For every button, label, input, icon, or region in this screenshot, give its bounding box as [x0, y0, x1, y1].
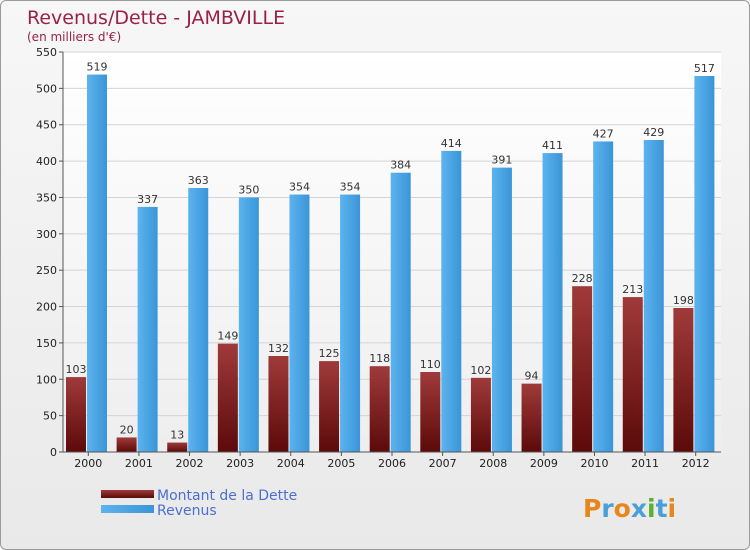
logo-letter: o	[614, 494, 631, 523]
revenus-bar-value-label: 350	[238, 183, 259, 196]
debt-bar	[369, 366, 390, 452]
debt-bar-value-label: 132	[268, 342, 289, 355]
y-tick-label: 400	[36, 155, 57, 168]
revenus-bar	[491, 167, 512, 453]
x-tick-label: 2011	[631, 457, 659, 470]
debt-bar-value-label: 103	[66, 363, 87, 376]
x-tick-label: 2007	[429, 457, 457, 470]
x-tick-label: 2010	[580, 457, 608, 470]
x-tick-label: 2012	[682, 457, 710, 470]
revenus-bar	[643, 140, 664, 452]
x-tick-label: 2001	[125, 457, 153, 470]
revenus-bar-value-label: 384	[390, 159, 411, 172]
debt-bar-value-label: 102	[470, 364, 491, 377]
revenus-bar	[238, 197, 259, 452]
debt-bar-value-label: 149	[217, 330, 238, 343]
logo-letter: r	[601, 494, 614, 523]
debt-bar	[470, 377, 491, 452]
logo-letter: i	[668, 494, 677, 523]
revenus-bar	[694, 76, 715, 452]
y-tick-label: 350	[36, 191, 57, 204]
debt-bar-value-label: 198	[673, 294, 694, 307]
debt-bar-value-label: 94	[525, 370, 539, 383]
revenus-bar	[390, 172, 411, 452]
y-tick-label: 200	[36, 301, 57, 314]
proxiti-logo: Proxiti	[583, 494, 676, 523]
debt-bar	[268, 356, 289, 452]
revenus-bar	[593, 141, 614, 453]
axes: 0 50 100 150 200 250 300 350 400 450 500 550 2000 200…	[36, 46, 721, 470]
x-tick-label: 2008	[479, 457, 507, 470]
debt-bar	[521, 383, 542, 452]
debt-bar-value-label: 110	[420, 358, 441, 371]
y-tick-label: 100	[36, 373, 57, 386]
chart-subtitle: (en milliers d'€)	[27, 30, 121, 44]
x-tick-label: 2006	[378, 457, 406, 470]
debt-bar	[622, 297, 643, 452]
debt-bar-value-label: 118	[369, 352, 390, 365]
x-tick-label: 2009	[530, 457, 558, 470]
value-labels: 103 519 20 337 13 363 149 350 132 354 125 354 118 384…	[66, 61, 715, 442]
debt-bar	[116, 437, 137, 452]
chart-title: Revenus/Dette - JAMBVILLE	[27, 7, 285, 29]
logo-letter: i	[647, 494, 656, 523]
y-tick-label: 0	[50, 446, 57, 459]
revenus-bar-value-label: 429	[643, 126, 664, 139]
debt-bar-value-label: 13	[170, 429, 184, 442]
x-tick-label: 2005	[327, 457, 355, 470]
legend: Montant de la Dette Revenus	[101, 488, 297, 519]
revenus-bar	[542, 153, 563, 452]
revenus-bar	[87, 74, 107, 452]
x-tick-label: 2003	[226, 457, 254, 470]
revenus-bar	[188, 188, 209, 452]
logo-letter: P	[583, 494, 601, 523]
revenus-bar-value-label: 414	[441, 137, 462, 150]
x-tick-label: 2002	[176, 457, 204, 470]
revenus-bar-value-label: 337	[137, 193, 158, 206]
x-tick-label: 2000	[74, 457, 102, 470]
debt-bar	[167, 442, 188, 452]
legend-label-revenus: Revenus	[157, 503, 217, 519]
revenus-bar-value-label: 354	[289, 181, 310, 194]
debt-bar	[420, 372, 441, 452]
revenus-bar	[137, 206, 158, 452]
y-tick-label: 250	[36, 264, 57, 277]
debt-bar	[319, 361, 340, 452]
debt-bar	[217, 343, 238, 452]
debt-bar	[673, 308, 694, 452]
bars	[66, 74, 715, 453]
revenus-bar-value-label: 354	[340, 181, 361, 194]
y-tick-label: 500	[36, 82, 57, 95]
y-tick-label: 550	[36, 46, 57, 59]
revenus-bar-value-label: 519	[87, 61, 108, 74]
revenus-bar	[289, 194, 310, 452]
revenus-bar	[340, 194, 361, 452]
logo-letter: x	[631, 494, 647, 523]
legend-swatch-revenus	[101, 505, 154, 513]
revenus-bar-value-label: 411	[542, 139, 563, 152]
revenus-bar-value-label: 391	[491, 154, 512, 167]
debt-bar	[66, 377, 86, 452]
legend-swatch-debt	[101, 490, 154, 498]
y-tick-label: 450	[36, 119, 57, 132]
debt-bar-value-label: 213	[622, 283, 643, 296]
revenus-bar-value-label: 517	[694, 62, 715, 75]
debt-bar-value-label: 20	[120, 423, 134, 436]
debt-bar-value-label: 125	[319, 347, 340, 360]
logo-letter: t	[656, 494, 668, 523]
y-tick-label: 150	[36, 337, 57, 350]
y-tick-label: 300	[36, 228, 57, 241]
revenus-bar-value-label: 427	[593, 127, 614, 140]
x-tick-label: 2004	[277, 457, 305, 470]
legend-label-debt: Montant de la Dette	[157, 488, 297, 504]
revenus-bar	[441, 150, 462, 452]
revenus-bar-value-label: 363	[188, 174, 209, 187]
y-tick-label: 50	[43, 410, 57, 423]
debt-bar	[572, 286, 593, 452]
debt-bar-value-label: 228	[572, 272, 593, 285]
